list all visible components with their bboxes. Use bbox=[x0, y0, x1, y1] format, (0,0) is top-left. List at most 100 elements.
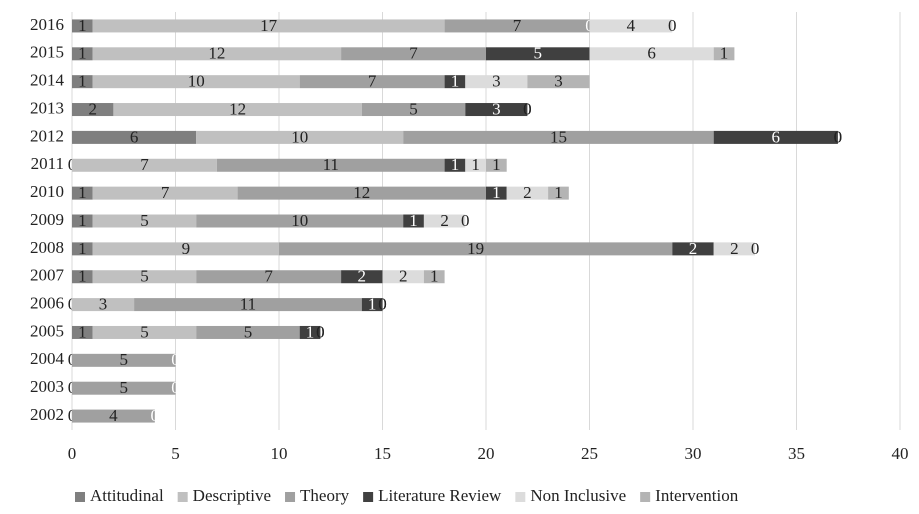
bar-segment bbox=[465, 158, 486, 172]
data-label: 7 bbox=[409, 44, 418, 63]
bar-segment bbox=[72, 158, 217, 172]
data-label: 0 bbox=[523, 99, 532, 118]
data-label: 11 bbox=[323, 155, 339, 174]
bar-segment bbox=[196, 325, 300, 339]
data-label: 0 bbox=[751, 239, 760, 258]
x-tick-label: 15 bbox=[374, 444, 391, 463]
data-label: 5 bbox=[140, 267, 149, 286]
bar-segment bbox=[299, 75, 445, 89]
y-tick-label: 2004 bbox=[30, 349, 65, 368]
data-label: 3 bbox=[99, 295, 108, 314]
y-tick-label: 2012 bbox=[30, 126, 64, 145]
bar-segment bbox=[672, 242, 714, 256]
data-label: 1 bbox=[78, 267, 87, 286]
bar-segment bbox=[713, 130, 838, 144]
data-label: 0 bbox=[151, 406, 160, 425]
data-label: 2 bbox=[399, 267, 408, 286]
legend-label: Theory bbox=[300, 486, 350, 505]
y-tick-label: 2009 bbox=[30, 210, 64, 229]
data-label: 11 bbox=[240, 295, 256, 314]
bar-segment bbox=[279, 242, 673, 256]
legend-swatch bbox=[515, 492, 526, 502]
bar-segment bbox=[589, 19, 673, 33]
bar-segment bbox=[423, 270, 445, 284]
bar-segment bbox=[341, 47, 486, 61]
bar-segment bbox=[589, 47, 714, 61]
bar-segment bbox=[72, 325, 93, 339]
bar-segment bbox=[72, 75, 93, 89]
data-label: 0 bbox=[523, 99, 532, 118]
data-label: 2 bbox=[523, 183, 532, 202]
bar-segment bbox=[72, 298, 135, 312]
legend-swatch bbox=[285, 492, 296, 502]
bar-segment bbox=[299, 325, 321, 339]
data-label: 6 bbox=[772, 127, 781, 146]
y-tick-label: 2005 bbox=[30, 321, 64, 340]
bar-segment bbox=[92, 214, 197, 228]
bar-segment bbox=[361, 103, 466, 117]
bar-segment bbox=[72, 353, 176, 367]
bar-segment bbox=[72, 270, 93, 284]
data-label: 2 bbox=[88, 99, 97, 118]
y-tick-label: 2015 bbox=[30, 43, 64, 62]
bar-segment bbox=[527, 75, 590, 89]
bar-segment bbox=[72, 103, 114, 117]
data-label: 10 bbox=[291, 211, 308, 230]
bar-segment bbox=[465, 75, 528, 89]
legend-label: Descriptive bbox=[193, 486, 271, 505]
legend-swatch bbox=[75, 492, 85, 502]
bar-segment bbox=[92, 75, 300, 89]
y-tick-label: 2002 bbox=[30, 405, 64, 424]
data-label: 1 bbox=[306, 322, 315, 341]
bar-segment bbox=[92, 270, 197, 284]
data-label: 0 bbox=[316, 322, 325, 341]
data-label: 12 bbox=[353, 183, 370, 202]
data-label: 6 bbox=[647, 44, 656, 63]
x-tick-label: 0 bbox=[68, 444, 77, 463]
data-label: 4 bbox=[627, 16, 636, 35]
data-label: 15 bbox=[550, 127, 567, 146]
y-tick-label: 2010 bbox=[30, 182, 64, 201]
data-label: 2 bbox=[730, 239, 739, 258]
data-label: 12 bbox=[229, 99, 246, 118]
legend-label: Intervention bbox=[655, 486, 739, 505]
bar-segment bbox=[423, 214, 466, 228]
bar-segment bbox=[196, 214, 404, 228]
data-label: 0 bbox=[378, 295, 387, 314]
data-label: 1 bbox=[451, 72, 460, 91]
bar-segment bbox=[465, 103, 528, 117]
data-label: 2 bbox=[440, 211, 449, 230]
bar-segment bbox=[341, 270, 383, 284]
bar-segment bbox=[444, 19, 590, 33]
data-label: 7 bbox=[513, 16, 522, 35]
data-label: 1 bbox=[78, 322, 87, 341]
data-label: 7 bbox=[264, 267, 273, 286]
bar-segment bbox=[506, 186, 549, 200]
data-label: 1 bbox=[492, 155, 501, 174]
bar-segment bbox=[72, 130, 197, 144]
y-tick-label: 2016 bbox=[30, 15, 64, 34]
data-label: 7 bbox=[368, 72, 377, 91]
legend-label: Literature Review bbox=[378, 486, 502, 505]
data-label: 7 bbox=[161, 183, 170, 202]
bar-segment bbox=[72, 186, 93, 200]
x-tick-label: 40 bbox=[892, 444, 909, 463]
bar-segment bbox=[113, 103, 362, 117]
bar-segment bbox=[486, 47, 590, 61]
y-tick-label: 2013 bbox=[30, 98, 64, 117]
data-label: 9 bbox=[182, 239, 191, 258]
bar-segment bbox=[72, 242, 93, 256]
legend-label: Attitudinal bbox=[90, 486, 164, 505]
bar-segment bbox=[72, 381, 176, 395]
x-tick-label: 20 bbox=[478, 444, 495, 463]
bar-segment bbox=[216, 158, 445, 172]
data-label: 4 bbox=[109, 406, 118, 425]
bar-segment bbox=[72, 47, 93, 61]
data-label: 0 bbox=[834, 127, 843, 146]
bar-segment bbox=[403, 130, 714, 144]
data-label: 3 bbox=[554, 72, 563, 91]
x-tick-label: 25 bbox=[581, 444, 598, 463]
data-label: 0 bbox=[834, 127, 843, 146]
data-label: 5 bbox=[244, 322, 253, 341]
legend-swatch bbox=[640, 492, 651, 502]
